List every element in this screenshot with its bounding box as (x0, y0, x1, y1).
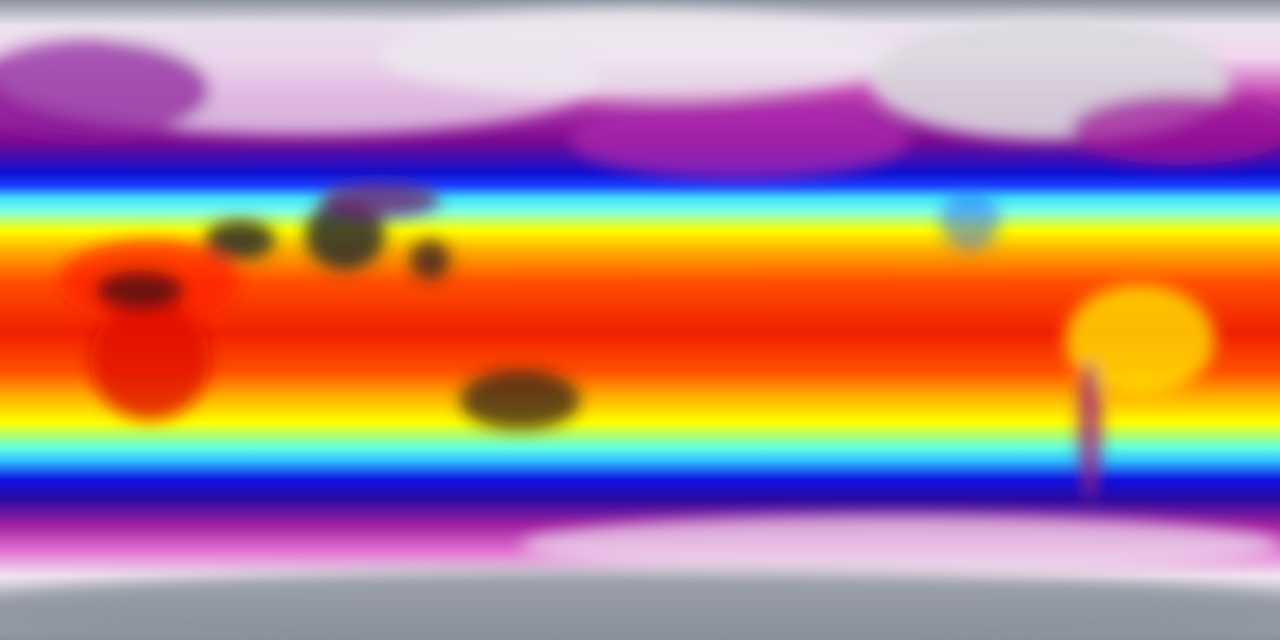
africa-hot (90, 300, 210, 420)
europe-purple (0, 40, 210, 140)
andes-purple (1078, 360, 1102, 500)
australia-dark (460, 370, 580, 430)
india-dark (305, 200, 385, 270)
africa-dark (95, 270, 185, 310)
tibet-purple (320, 182, 440, 218)
central-america-cool (940, 190, 1000, 250)
arctic-ice (380, 10, 900, 100)
southeast-asia-dark (410, 240, 450, 280)
antarctica (0, 570, 1280, 640)
southern-ocean-white (520, 515, 1280, 575)
arabia-dark (205, 220, 275, 260)
south-america-yellow (1065, 285, 1215, 395)
north-atlantic-magenta (1070, 95, 1280, 165)
north-pacific-magenta (570, 100, 910, 180)
